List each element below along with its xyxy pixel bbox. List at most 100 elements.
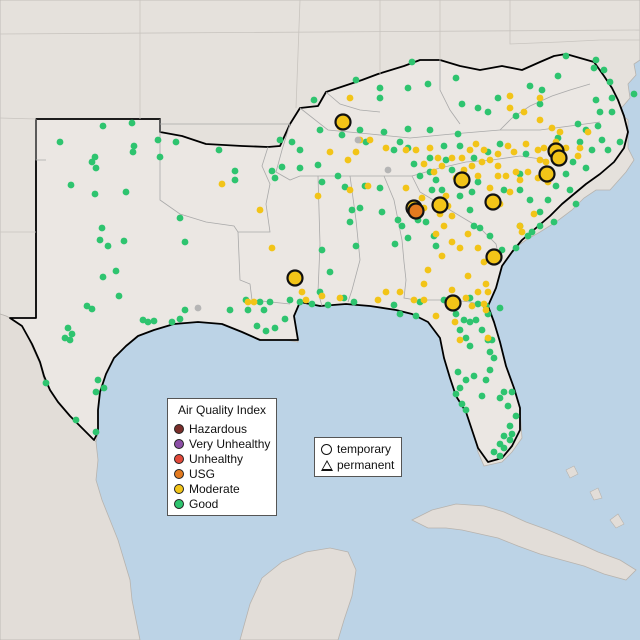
moderate-monitor[interactable] — [512, 168, 520, 176]
moderate-monitor[interactable] — [506, 92, 514, 100]
good-monitor[interactable] — [318, 246, 326, 254]
temporary-moderate-monitor[interactable] — [431, 196, 449, 214]
moderate-monitor[interactable] — [464, 272, 472, 280]
good-monitor[interactable] — [91, 190, 99, 198]
good-monitor[interactable] — [574, 120, 582, 128]
moderate-monitor[interactable] — [506, 104, 514, 112]
good-monitor[interactable] — [500, 444, 508, 452]
moderate-monitor[interactable] — [346, 186, 354, 194]
good-monitor[interactable] — [426, 126, 434, 134]
good-monitor[interactable] — [496, 304, 504, 312]
moderate-monitor[interactable] — [346, 94, 354, 102]
moderate-monitor[interactable] — [250, 298, 258, 306]
good-monitor[interactable] — [438, 186, 446, 194]
good-monitor[interactable] — [88, 305, 96, 313]
moderate-monitor[interactable] — [510, 148, 518, 156]
moderate-monitor[interactable] — [430, 168, 438, 176]
moderate-monitor[interactable] — [522, 140, 530, 148]
good-monitor[interactable] — [592, 56, 600, 64]
moderate-monitor[interactable] — [574, 152, 582, 160]
good-monitor[interactable] — [271, 174, 279, 182]
good-monitor[interactable] — [410, 160, 418, 168]
good-monitor[interactable] — [326, 268, 334, 276]
good-monitor[interactable] — [276, 136, 284, 144]
moderate-monitor[interactable] — [244, 298, 252, 306]
good-monitor[interactable] — [512, 412, 520, 420]
good-monitor[interactable] — [176, 214, 184, 222]
moderate-monitor[interactable] — [420, 280, 428, 288]
good-monitor[interactable] — [281, 315, 289, 323]
good-monitor[interactable] — [454, 130, 462, 138]
good-monitor[interactable] — [346, 218, 354, 226]
moderate-monitor[interactable] — [494, 162, 502, 170]
moderate-monitor[interactable] — [456, 336, 464, 344]
moderate-monitor[interactable] — [451, 318, 459, 326]
moderate-monitor[interactable] — [326, 148, 334, 156]
good-monitor[interactable] — [452, 74, 460, 82]
good-monitor[interactable] — [314, 161, 322, 169]
good-monitor[interactable] — [478, 392, 486, 400]
good-monitor[interactable] — [432, 176, 440, 184]
moderate-monitor[interactable] — [420, 296, 428, 304]
temporary-moderate-monitor[interactable] — [538, 165, 556, 183]
good-monitor[interactable] — [422, 218, 430, 226]
good-monitor[interactable] — [554, 72, 562, 80]
moderate-monitor[interactable] — [540, 144, 548, 152]
good-monitor[interactable] — [324, 301, 332, 309]
moderate-monitor[interactable] — [412, 146, 420, 154]
moderate-monitor[interactable] — [410, 296, 418, 304]
good-monitor[interactable] — [538, 86, 546, 94]
good-monitor[interactable] — [426, 154, 434, 162]
good-monitor[interactable] — [468, 188, 476, 196]
moderate-monitor[interactable] — [318, 292, 326, 300]
temporary-moderate-monitor[interactable] — [444, 294, 462, 312]
moderate-monitor[interactable] — [432, 312, 440, 320]
moderate-monitor[interactable] — [382, 144, 390, 152]
good-monitor[interactable] — [341, 183, 349, 191]
good-monitor[interactable] — [68, 330, 76, 338]
moderate-monitor[interactable] — [548, 124, 556, 132]
moderate-monitor[interactable] — [314, 192, 322, 200]
good-monitor[interactable] — [590, 64, 598, 72]
moderate-monitor[interactable] — [396, 288, 404, 296]
moderate-monitor[interactable] — [474, 244, 482, 252]
good-monitor[interactable] — [582, 164, 590, 172]
good-monitor[interactable] — [490, 448, 498, 456]
good-monitor[interactable] — [408, 58, 416, 66]
good-monitor[interactable] — [130, 142, 138, 150]
good-monitor[interactable] — [256, 298, 264, 306]
moderate-monitor[interactable] — [494, 172, 502, 180]
good-monitor[interactable] — [608, 108, 616, 116]
moderate-monitor[interactable] — [584, 128, 592, 136]
good-monitor[interactable] — [522, 150, 530, 158]
moderate-monitor[interactable] — [480, 258, 488, 266]
good-monitor[interactable] — [66, 336, 74, 344]
good-monitor[interactable] — [452, 310, 460, 318]
moderate-monitor[interactable] — [440, 222, 448, 230]
good-monitor[interactable] — [572, 200, 580, 208]
good-monitor[interactable] — [496, 394, 504, 402]
moderate-monitor[interactable] — [486, 156, 494, 164]
moderate-monitor[interactable] — [402, 146, 410, 154]
good-monitor[interactable] — [569, 158, 577, 166]
good-monitor[interactable] — [64, 324, 72, 332]
good-monitor[interactable] — [396, 310, 404, 318]
good-monitor[interactable] — [394, 216, 402, 224]
temporary-moderate-monitor[interactable] — [485, 248, 503, 266]
temporary-moderate-monitor[interactable] — [484, 193, 502, 211]
good-monitor[interactable] — [562, 170, 570, 178]
moderate-monitor[interactable] — [484, 288, 492, 296]
moderate-monitor[interactable] — [438, 252, 446, 260]
temporary-monitors-layer[interactable] — [286, 113, 568, 312]
good-monitor[interactable] — [156, 153, 164, 161]
good-monitor[interactable] — [490, 354, 498, 362]
good-monitor[interactable] — [348, 206, 356, 214]
moderate-monitor[interactable] — [524, 168, 532, 176]
good-monitor[interactable] — [376, 94, 384, 102]
moderate-monitor[interactable] — [478, 158, 486, 166]
good-monitor[interactable] — [500, 186, 508, 194]
good-monitor[interactable] — [99, 273, 107, 281]
moderate-monitor[interactable] — [482, 280, 490, 288]
good-monitor[interactable] — [404, 125, 412, 133]
